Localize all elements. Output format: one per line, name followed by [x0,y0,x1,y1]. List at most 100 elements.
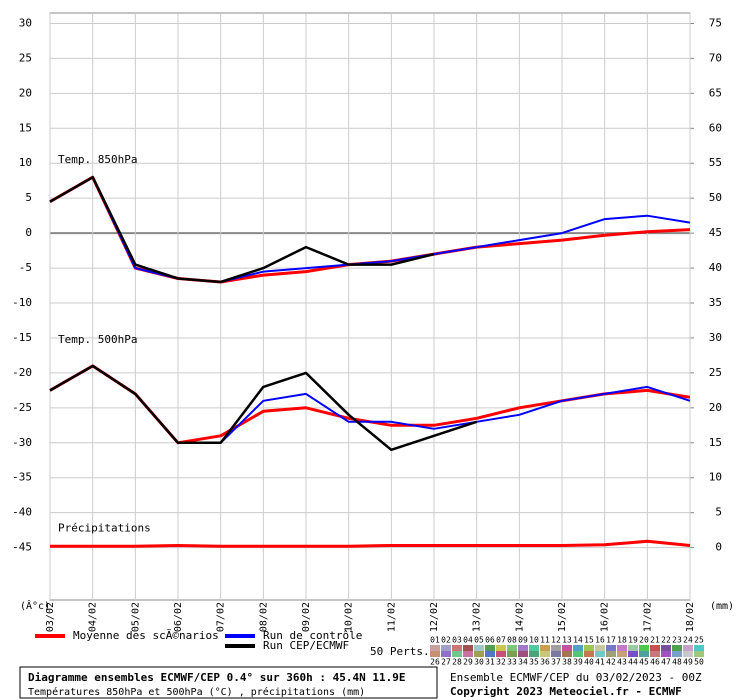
pert-swatch [452,651,462,657]
pert-label: 18 [617,636,627,645]
pert-swatch [430,651,440,657]
x-tick-label: 13/02 [472,602,483,632]
pert-swatch [573,645,583,651]
pert-label: 22 [661,636,671,645]
pert-label: 41 [595,658,605,667]
pert-label: 25 [694,636,704,645]
pert-swatch [452,645,462,651]
series-line [49,176,691,283]
legend-label: Run CEP/ECMWF [263,639,349,652]
y2-unit: (mm) [710,601,734,612]
annotation: Précipitations [58,522,151,535]
pert-swatch [562,651,572,657]
pert-label: 33 [507,658,517,667]
x-tick-label: 03/02 [45,602,56,632]
pert-swatch [672,645,682,651]
pert-swatch [562,645,572,651]
pert-swatch [595,651,605,657]
series-line [50,539,691,548]
pert-label: 32 [496,658,506,667]
pert-label: 27 [441,658,451,667]
pert-label: 40 [584,658,594,667]
x-tick-label: 08/02 [258,602,269,632]
pert-swatch [441,645,451,651]
pert-swatch [474,645,484,651]
pert-swatch [584,651,594,657]
pert-label: 02 [441,636,451,645]
pert-label: 48 [672,658,682,667]
pert-label: 26 [430,658,440,667]
x-tick-label: 06/02 [173,602,184,632]
y2-tick-label: 15 [709,436,722,449]
pert-label: 10 [529,636,539,645]
pert-swatch [628,645,638,651]
pert-label: 37 [551,658,561,667]
pert-swatch [540,645,550,651]
x-tick-label: 05/02 [130,602,141,632]
pert-label: 34 [518,658,528,667]
y-tick-label: 10 [19,156,32,169]
annotation: Temp. 850hPa [58,153,137,166]
pert-label: 21 [650,636,660,645]
y-tick-label: -5 [19,261,32,274]
pert-swatch [628,651,638,657]
pert-label: 03 [452,636,462,645]
x-tick-label: 12/02 [429,602,440,632]
y-unit: (Â°c) [20,599,50,612]
pert-swatch [617,645,627,651]
pert-label: 01 [430,636,440,645]
pert-swatch [639,645,649,651]
pert-swatch [463,645,473,651]
y-tick-label: 5 [25,191,32,204]
pert-swatch [507,645,517,651]
pert-label: 29 [463,658,473,667]
y2-tick-label: 30 [709,331,722,344]
pert-swatch [529,651,539,657]
y2-tick-label: 60 [709,121,722,134]
y-tick-label: -25 [12,401,32,414]
pert-label: 50 [694,658,704,667]
pert-label: 13 [562,636,572,645]
pert-label: 12 [551,636,561,645]
pert-label: 16 [595,636,605,645]
y2-tick-label: 35 [709,296,722,309]
pert-swatch [661,651,671,657]
pert-swatch [551,645,561,651]
x-tick-label: 16/02 [600,602,611,632]
pert-label: 09 [518,636,528,645]
footer-box [19,666,438,699]
pert-label: 14 [573,636,583,645]
pert-swatch [540,651,550,657]
pert-label: 44 [628,658,638,667]
pert-swatch [661,645,671,651]
pert-label: 05 [474,636,484,645]
pert-label: 49 [683,658,693,667]
pert-swatch [529,645,539,651]
footer-run: Ensemble ECMWF/CEP du 03/02/2023 - 00Z [450,671,702,684]
y-tick-label: -40 [12,506,32,519]
footer-title: Diagramme ensembles ECMWF/CEP 0.4° sur 3… [28,671,406,684]
footer-copyright: Copyright 2023 Meteociel.fr - ECMWF [450,685,682,698]
pert-label: 31 [485,658,495,667]
pert-label: 28 [452,658,462,667]
pert-label: 08 [507,636,517,645]
pert-label: 45 [639,658,649,667]
pert-swatch [694,651,704,657]
pert-label: 38 [562,658,572,667]
pert-swatch [441,651,451,657]
pert-label: 23 [672,636,682,645]
y-tick-label: -20 [12,366,32,379]
y2-tick-label: 50 [709,191,722,204]
legend-label: Run de contrôle [263,629,362,642]
x-tick-label: 10/02 [344,602,355,632]
y2-tick-label: 45 [709,226,722,239]
pert-swatch [683,651,693,657]
x-tick-label: 09/02 [301,602,312,632]
pert-label: 24 [683,636,693,645]
y2-tick-label: 5 [715,506,722,519]
pert-swatch [617,651,627,657]
y2-tick-label: 10 [709,471,722,484]
pert-label: 47 [661,658,671,667]
x-tick-label: 07/02 [216,602,227,632]
